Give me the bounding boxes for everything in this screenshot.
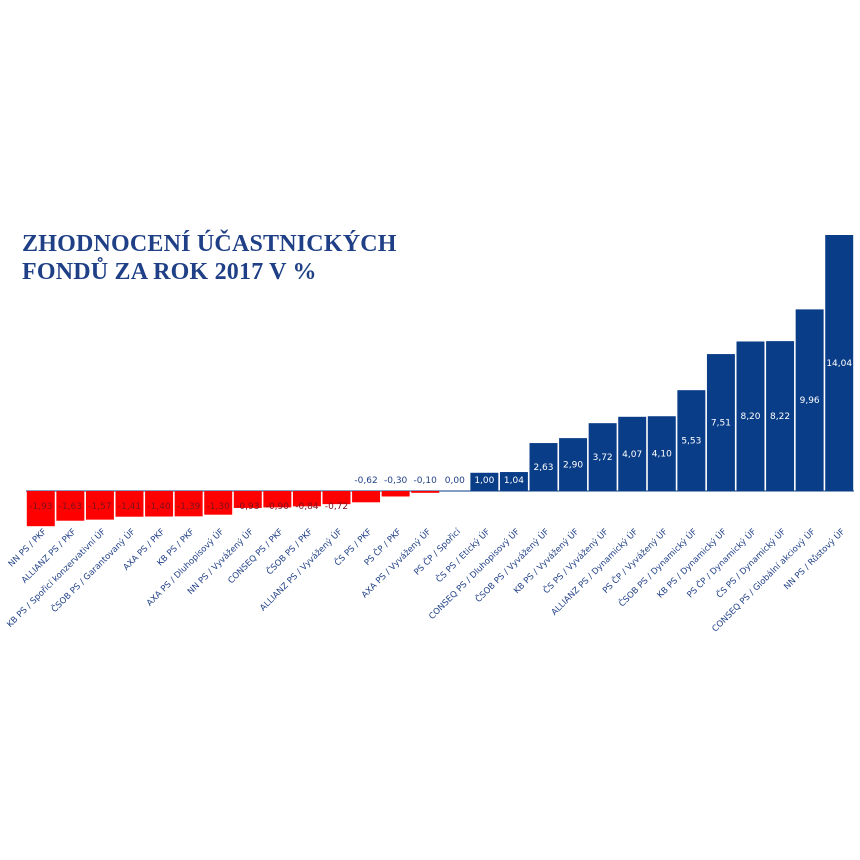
bar-value-label: 2,63 xyxy=(533,463,553,473)
bar-value-label: -1,93 xyxy=(29,502,52,512)
bar-value-label: -1,57 xyxy=(88,502,111,512)
chart-title-line2: FONDŮ ZA ROK 2017 V % xyxy=(22,259,317,285)
bar-value-label: -1,40 xyxy=(147,502,171,512)
category-tick-label: CONSEQ PS / PKF xyxy=(226,527,285,586)
bar xyxy=(263,491,292,508)
bar xyxy=(706,354,735,491)
bar xyxy=(825,235,854,491)
bar xyxy=(115,491,144,517)
category-tick-label: ČS PS / Etický ÚF xyxy=(433,526,492,585)
bar-value-label: 4,07 xyxy=(622,450,642,460)
bar xyxy=(618,416,647,491)
bar xyxy=(411,491,440,493)
bar xyxy=(766,341,795,491)
bar xyxy=(26,491,55,527)
bar-value-label: 8,20 xyxy=(740,412,760,422)
bar xyxy=(352,491,381,503)
bar xyxy=(85,491,114,520)
bar-value-label: -1,63 xyxy=(59,502,82,512)
bar-value-label: -0,93 xyxy=(236,502,259,512)
bar-value-label: 0,00 xyxy=(445,476,465,486)
category-tick-label: ALLIANZ PS / PKF xyxy=(20,527,79,586)
category-tick-label: CONSEQ PS / Globální akciový ÚF xyxy=(709,526,818,635)
bar-value-label: 5,53 xyxy=(681,437,701,447)
bar xyxy=(559,438,588,491)
bar xyxy=(381,491,410,497)
bar xyxy=(647,416,676,491)
bar xyxy=(529,443,558,491)
bar-value-label: -0,90 xyxy=(266,502,290,512)
bar xyxy=(145,491,174,517)
bar xyxy=(174,491,203,517)
chart-title: ZHODNOCENÍ ÚČASTNICKÝCH FONDŮ ZA ROK 201… xyxy=(22,230,397,286)
bar-value-label: 1,04 xyxy=(504,476,524,486)
bar xyxy=(795,309,824,491)
bar-value-label: 4,10 xyxy=(652,450,672,460)
bar xyxy=(499,472,528,491)
bar-value-label: -1,39 xyxy=(177,502,201,512)
bar-value-label: 2,90 xyxy=(563,461,583,471)
bar xyxy=(56,491,85,521)
bar-value-label: -0,10 xyxy=(414,476,438,486)
bar-value-label: -1,41 xyxy=(118,502,141,512)
bar xyxy=(322,491,351,505)
bar-value-label: 8,22 xyxy=(770,412,790,422)
bar-value-label: -0,30 xyxy=(384,476,408,486)
bar-value-label: 14,04 xyxy=(826,359,852,369)
bar xyxy=(736,341,765,491)
bar-value-label: 7,51 xyxy=(711,419,731,429)
bar xyxy=(588,423,617,491)
bar-value-label: 1,00 xyxy=(474,476,494,486)
bar xyxy=(677,390,706,491)
bar xyxy=(292,491,321,507)
bar xyxy=(204,491,233,515)
bar-value-label: -0,62 xyxy=(354,476,377,486)
bar xyxy=(233,491,262,508)
bar-value-label: 3,72 xyxy=(593,453,613,463)
bar-value-label: -0,72 xyxy=(325,502,348,512)
bar-value-label: -0,84 xyxy=(295,502,319,512)
chart-title-line1: ZHODNOCENÍ ÚČASTNICKÝCH xyxy=(22,231,397,257)
bar-value-label: 9,96 xyxy=(800,396,820,406)
bar xyxy=(470,472,499,491)
bar-value-label: -1,30 xyxy=(207,502,231,512)
